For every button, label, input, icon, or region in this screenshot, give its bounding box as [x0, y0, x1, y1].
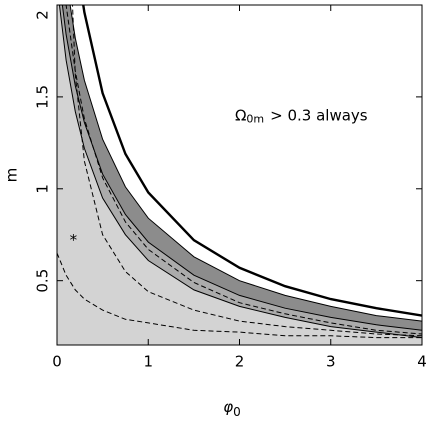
curves — [57, 5, 422, 339]
marker: * — [70, 231, 78, 249]
x-tick-label: 0 — [52, 353, 62, 371]
x-tick-label: 3 — [326, 353, 336, 371]
y-axis-label: m — [3, 168, 21, 183]
curve — [82, 5, 422, 317]
y-tick-label: 0.5 — [34, 269, 52, 293]
curve — [65, 5, 422, 335]
y-tick-label: 1.5 — [34, 85, 52, 109]
x-tick-label: 2 — [235, 353, 245, 371]
x-tick-label: 4 — [417, 353, 427, 371]
curve — [69, 5, 422, 322]
curve — [57, 252, 422, 339]
y-tick-label: 1 — [34, 184, 52, 194]
regions — [57, 5, 422, 345]
band-fill — [57, 5, 422, 345]
curve — [58, 5, 422, 339]
x-tick-label: 1 — [143, 353, 153, 371]
x-axis-label: φ0 — [223, 398, 241, 419]
curve — [61, 5, 422, 331]
annotation: Ω0m > 0.3 always — [235, 106, 368, 126]
curve — [72, 5, 422, 337]
y-tick-label: 2 — [34, 10, 52, 20]
